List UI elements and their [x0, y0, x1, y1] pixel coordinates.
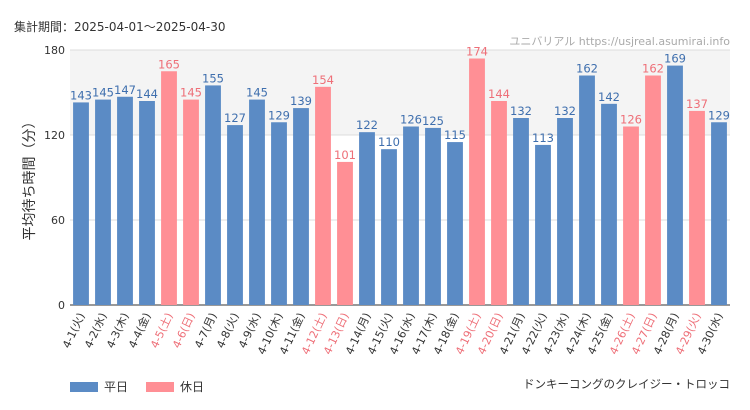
data-label: 169: [664, 52, 686, 66]
data-label: 143: [70, 88, 92, 102]
bar: [161, 71, 177, 305]
bar: [95, 99, 111, 305]
bar: [645, 75, 661, 305]
data-label: 132: [510, 104, 532, 118]
data-label: 132: [554, 104, 576, 118]
bar: [579, 75, 595, 305]
bar: [315, 86, 331, 305]
data-label: 145: [92, 86, 114, 100]
legend: 平日 休日: [70, 378, 204, 395]
data-label: 162: [642, 62, 664, 76]
data-label: 115: [444, 128, 466, 142]
bar: [711, 122, 727, 305]
data-label: 137: [686, 97, 708, 111]
bar: [557, 118, 573, 305]
legend-label-holiday: 休日: [180, 380, 205, 394]
bar: [425, 127, 441, 306]
data-label: 139: [290, 94, 312, 108]
data-label: 122: [356, 118, 378, 132]
bar: [183, 99, 199, 305]
y-tick-label: 60: [51, 214, 65, 227]
bar: [535, 144, 551, 305]
data-label: 127: [224, 111, 246, 125]
watermark: ユニバリアル https://usjreal.asumirai.info: [509, 35, 730, 48]
legend-swatch-weekday: [70, 381, 98, 392]
bar: [513, 118, 529, 305]
data-label: 129: [268, 108, 290, 122]
data-label: 142: [598, 90, 620, 104]
data-label: 129: [708, 108, 730, 122]
bar: [491, 101, 507, 305]
attraction-name: ドンキーコングのクレイジー・トロッコ: [523, 377, 730, 391]
y-tick-label: 120: [44, 129, 65, 142]
bar: [403, 126, 419, 305]
bar: [227, 125, 243, 305]
data-label: 113: [532, 131, 554, 145]
bar: [139, 101, 155, 305]
bar: [293, 108, 309, 305]
data-label: 110: [378, 135, 400, 149]
bar: [117, 96, 133, 305]
bar: [271, 122, 287, 305]
data-label: 126: [400, 113, 422, 127]
bar: [469, 58, 485, 305]
data-label: 174: [466, 45, 488, 59]
data-label: 144: [488, 87, 510, 101]
data-label: 165: [158, 57, 180, 71]
y-tick-label: 0: [58, 299, 65, 312]
y-tick-label: 180: [44, 44, 65, 57]
bar: [601, 103, 617, 305]
bar: [359, 132, 375, 305]
bar: [447, 142, 463, 305]
data-label: 125: [422, 114, 444, 128]
data-label: 101: [334, 148, 356, 162]
bar: [381, 149, 397, 305]
bar: [667, 65, 683, 305]
period-label: 集計期間：2025-04-01～2025-04-30: [14, 20, 226, 34]
data-label: 155: [202, 71, 224, 85]
plot-band: [70, 50, 730, 135]
legend-item-holiday: 休日: [146, 378, 204, 395]
legend-item-weekday: 平日: [70, 378, 128, 395]
bar: [337, 161, 353, 305]
legend-label-weekday: 平日: [104, 380, 129, 394]
data-label: 144: [136, 87, 158, 101]
bar: [205, 85, 221, 306]
y-axis-title: 平均待ち時間（分）: [22, 115, 38, 241]
data-label: 145: [246, 86, 268, 100]
data-label: 145: [180, 86, 202, 100]
data-label: 154: [312, 73, 334, 87]
bar: [623, 126, 639, 305]
data-label: 126: [620, 113, 642, 127]
bar: [249, 99, 265, 305]
data-label: 147: [114, 83, 136, 97]
bar: [73, 102, 89, 306]
data-label: 162: [576, 62, 598, 76]
bar: [689, 110, 705, 306]
legend-swatch-holiday: [146, 381, 175, 392]
